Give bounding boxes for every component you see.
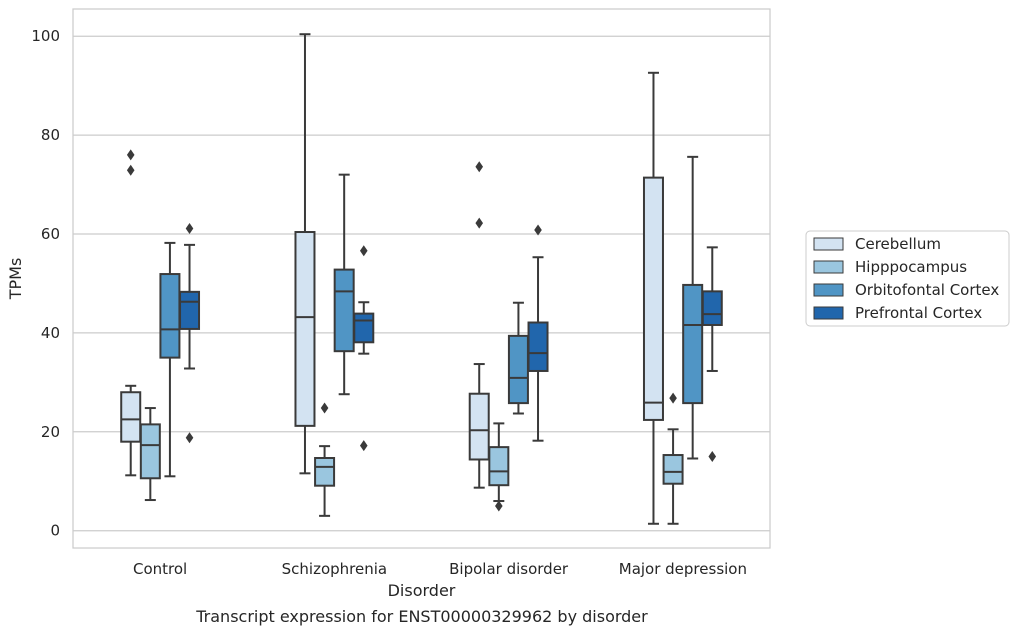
- x-axis-title: Disorder: [388, 581, 456, 600]
- legend-swatch: [813, 283, 844, 297]
- box-iqr: [333, 268, 355, 353]
- outlier-point: [320, 402, 329, 414]
- box-iqr: [527, 321, 549, 372]
- legend-label: Prefrontal Cortex: [855, 304, 982, 322]
- box-hipppocampus: [314, 402, 336, 517]
- y-tick-label: 0: [50, 522, 60, 540]
- box-prefrontal-cortex: [179, 223, 201, 444]
- boxes: [120, 33, 723, 525]
- legend-swatch: [813, 306, 844, 320]
- outlier-point: [126, 164, 135, 176]
- y-tick-labels: 0 20 40 60 80 100: [31, 27, 60, 539]
- x-tick-label: Bipolar disorder: [449, 560, 569, 578]
- box-iqr: [139, 423, 161, 480]
- box-iqr: [507, 334, 529, 405]
- box-prefrontal-cortex: [353, 245, 375, 452]
- x-tick-label: Control: [133, 560, 187, 578]
- legend-swatch: [813, 237, 844, 251]
- y-tick-label: 60: [41, 225, 60, 243]
- legend-label: Orbitofontal Cortex: [855, 281, 999, 299]
- outlier-point: [475, 161, 484, 173]
- box-iqr: [701, 290, 723, 326]
- outlier-point: [495, 500, 503, 512]
- box-cerebellum: [642, 71, 664, 525]
- legend-swatch: [813, 260, 844, 274]
- x-tick-label: Schizophrenia: [282, 560, 387, 578]
- box-iqr: [682, 283, 704, 405]
- outlier-point: [708, 451, 717, 463]
- legend: Cerebellum Hipppocampus Orbitofontal Corte…: [805, 230, 1010, 327]
- box-orbitofontal-cortex: [159, 241, 181, 478]
- outlier-point: [185, 432, 194, 444]
- box-cerebellum: [468, 161, 490, 489]
- x-tick-label: Major depression: [619, 560, 747, 578]
- outlier-point: [475, 217, 484, 229]
- outlier-point: [185, 223, 194, 235]
- legend-frame: [805, 230, 1010, 327]
- box-iqr: [642, 176, 664, 421]
- y-tick-label: 20: [41, 423, 60, 441]
- y-tick-label: 100: [31, 27, 60, 45]
- box-orbitofontal-cortex: [333, 173, 355, 396]
- box-iqr: [294, 231, 316, 427]
- outlier-point: [359, 440, 368, 452]
- y-tick-label: 40: [41, 324, 60, 342]
- box-cerebellum: [120, 149, 142, 477]
- outlier-point: [126, 149, 135, 161]
- y-axis-title: TPMs: [6, 258, 25, 301]
- box-iqr: [468, 392, 490, 461]
- outlier-point: [359, 245, 368, 257]
- y-tick-label: 80: [41, 126, 60, 144]
- box-orbitofontal-cortex: [507, 301, 529, 415]
- box-orbitofontal-cortex: [682, 155, 704, 460]
- legend-label: Hipppocampus: [855, 258, 967, 276]
- box-iqr: [662, 454, 684, 485]
- box-prefrontal-cortex: [701, 246, 723, 463]
- box-iqr: [314, 457, 336, 487]
- box-iqr: [120, 391, 142, 443]
- box-hipppocampus: [488, 422, 510, 512]
- legend-label: Cerebellum: [855, 235, 941, 253]
- outlier-point: [669, 392, 677, 404]
- box-hipppocampus: [662, 392, 684, 525]
- box-prefrontal-cortex: [527, 224, 549, 442]
- x-tick-labels: Control Schizophrenia Bipolar disorder Majo…: [133, 560, 747, 578]
- box-hipppocampus: [139, 407, 161, 502]
- box-iqr: [179, 290, 201, 330]
- box-iqr: [488, 446, 510, 487]
- outlier-point: [534, 224, 542, 236]
- box-iqr: [159, 273, 181, 359]
- chart-caption: Transcript expression for ENST0000032996…: [195, 607, 648, 626]
- plot-area-frame: [72, 8, 771, 549]
- box-iqr: [353, 312, 375, 344]
- box-cerebellum: [294, 33, 316, 475]
